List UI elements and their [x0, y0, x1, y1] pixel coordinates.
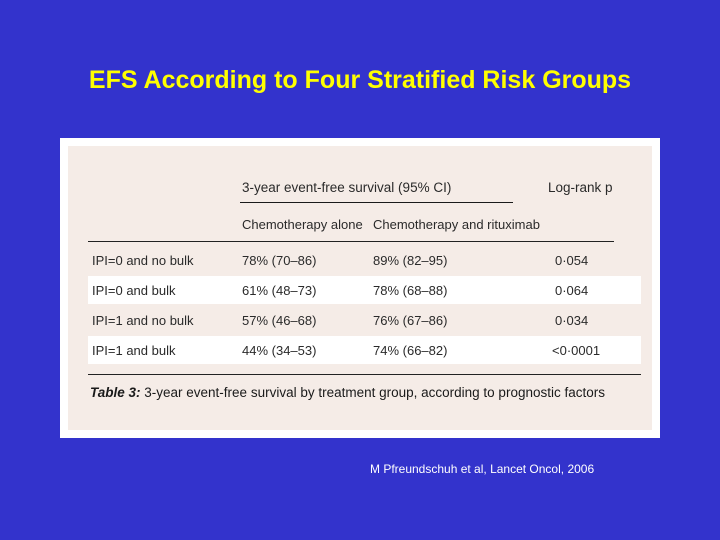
- caption-text: 3-year event-free survival by treatment …: [140, 385, 605, 400]
- col-header-chemo-rtx: Chemotherapy and rituximab: [373, 217, 540, 232]
- table-bottom-rule: [88, 374, 641, 375]
- cell-chemo: 61% (48–73): [242, 283, 317, 298]
- cell-chemo-rtx: 74% (66–82): [373, 343, 448, 358]
- cell-p: <0·0001: [552, 343, 601, 358]
- caption-label: Table 3:: [90, 385, 141, 400]
- table-image: 3-year event-free survival (95% CI) Log-…: [60, 138, 660, 438]
- cell-p: 0·034: [555, 313, 589, 328]
- row-label: IPI=1 and bulk: [92, 343, 176, 358]
- cell-chemo-rtx: 78% (68–88): [373, 283, 448, 298]
- cell-p: 0·054: [555, 253, 589, 268]
- row-band: [88, 276, 641, 304]
- group-header: 3-year event-free survival (95% CI): [242, 180, 452, 195]
- row-label: IPI=0 and no bulk: [92, 253, 194, 268]
- cell-chemo: 78% (70–86): [242, 253, 317, 268]
- cell-chemo-rtx: 76% (67–86): [373, 313, 448, 328]
- header-rule: [88, 241, 614, 242]
- table-panel: 3-year event-free survival (95% CI) Log-…: [68, 146, 652, 430]
- row-band: [88, 336, 641, 364]
- slide-title: EFS According to Four Stratified Risk Gr…: [88, 66, 632, 94]
- row-label: IPI=1 and no bulk: [92, 313, 194, 328]
- row-label: IPI=0 and bulk: [92, 283, 176, 298]
- cell-chemo: 57% (46–68): [242, 313, 317, 328]
- cell-p: 0·064: [555, 283, 589, 298]
- header-divider: [240, 202, 513, 203]
- cell-chemo: 44% (34–53): [242, 343, 317, 358]
- cell-chemo-rtx: 89% (82–95): [373, 253, 448, 268]
- table-caption: Table 3: 3-year event-free survival by t…: [90, 385, 605, 400]
- citation: M Pfreundschuh et al, Lancet Oncol, 2006: [370, 462, 595, 476]
- logrank-header: Log-rank p: [548, 180, 613, 195]
- col-header-chemo: Chemotherapy alone: [242, 217, 363, 232]
